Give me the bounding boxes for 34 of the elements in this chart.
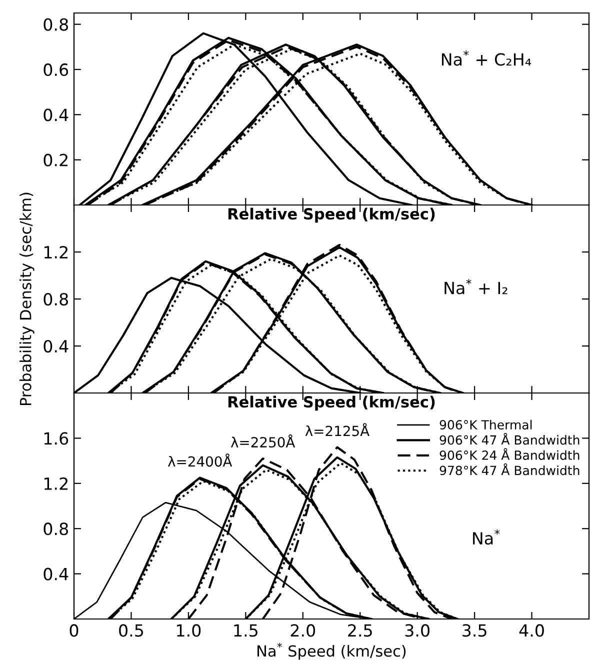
legend-label: 906°K 47 Å Bandwidth bbox=[440, 432, 580, 445]
y-tick-label: 0.8 bbox=[44, 522, 68, 536]
legend-label: 906°K 24 Å Bandwidth bbox=[440, 448, 580, 460]
y-tick-label: 0.8 bbox=[44, 18, 68, 31]
y-tick-label: 1.2 bbox=[44, 246, 68, 258]
x-tick-label: 0 bbox=[70, 624, 78, 637]
x-axis-title: Na$^{*}$ Speed (km/sec) bbox=[258, 642, 406, 660]
y-tick-label: 0.4 bbox=[44, 340, 68, 353]
x-axis-title: Relative Speed (km/sec) bbox=[228, 396, 435, 411]
annotation: λ=2125Å bbox=[305, 423, 370, 436]
y-tick-label: 1.6 bbox=[44, 432, 68, 445]
annotation: λ=2250Å bbox=[230, 434, 296, 448]
annotation: Na$^{*}$ + I₂ bbox=[444, 279, 508, 294]
x-tick-label: 1.5 bbox=[234, 624, 258, 637]
x-tick-label: 1.0 bbox=[177, 624, 201, 637]
annotation: Na$^{*}$ bbox=[473, 529, 500, 545]
annotation: λ=2400Å bbox=[168, 454, 232, 467]
x-axis-title: Relative Speed (km/sec) bbox=[228, 208, 435, 223]
legend-label: 978°K 47 Å Bandwidth bbox=[440, 463, 580, 476]
y-tick-label: 1.2 bbox=[44, 477, 68, 490]
x-tick-label: 2.0 bbox=[290, 624, 316, 637]
y-tick-label: 0.4 bbox=[44, 568, 68, 580]
y-tick-label: 0.6 bbox=[44, 63, 68, 76]
y-axis-title: Probability Density (sec/km) bbox=[20, 192, 34, 406]
x-tick-label: 4.0 bbox=[519, 624, 544, 637]
x-tick-label: 2.5 bbox=[348, 624, 372, 637]
x-tick-label: 3.0 bbox=[405, 624, 430, 637]
y-tick-label: 0.8 bbox=[44, 292, 68, 306]
x-tick-label: 0.5 bbox=[119, 624, 144, 637]
x-tick-label: 3.5 bbox=[462, 624, 486, 637]
y-tick-label: 0.2 bbox=[44, 154, 68, 166]
y-tick-label: 0.4 bbox=[44, 108, 68, 122]
annotation: Na$^{*}$ + C₂H₄ bbox=[442, 50, 532, 66]
legend-label: 906°K Thermal bbox=[440, 420, 532, 430]
